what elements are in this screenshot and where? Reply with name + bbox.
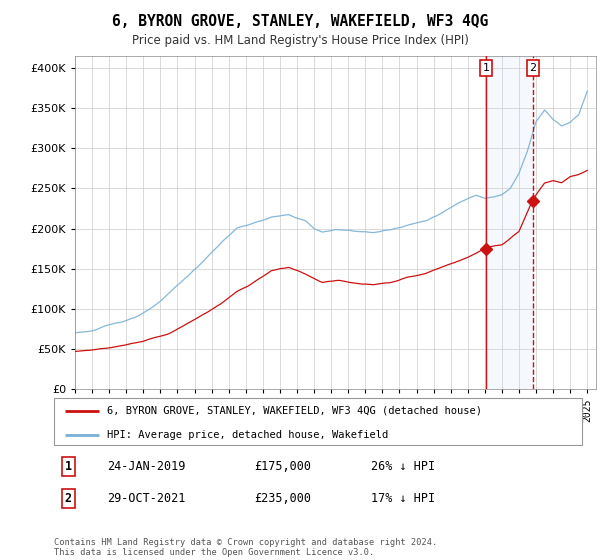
FancyBboxPatch shape <box>54 398 582 445</box>
Text: Price paid vs. HM Land Registry's House Price Index (HPI): Price paid vs. HM Land Registry's House … <box>131 34 469 46</box>
Text: 6, BYRON GROVE, STANLEY, WAKEFIELD, WF3 4QG (detached house): 6, BYRON GROVE, STANLEY, WAKEFIELD, WF3 … <box>107 406 482 416</box>
Text: £235,000: £235,000 <box>254 492 311 505</box>
Text: Contains HM Land Registry data © Crown copyright and database right 2024.
This d: Contains HM Land Registry data © Crown c… <box>54 538 437 557</box>
Text: HPI: Average price, detached house, Wakefield: HPI: Average price, detached house, Wake… <box>107 430 388 440</box>
Bar <box>486 56 533 389</box>
Text: £175,000: £175,000 <box>254 460 311 473</box>
Text: 24-JAN-2019: 24-JAN-2019 <box>107 460 185 473</box>
Text: 29-OCT-2021: 29-OCT-2021 <box>107 492 185 505</box>
Text: 1: 1 <box>65 460 71 473</box>
Text: 6, BYRON GROVE, STANLEY, WAKEFIELD, WF3 4QG: 6, BYRON GROVE, STANLEY, WAKEFIELD, WF3 … <box>112 14 488 29</box>
Text: 26% ↓ HPI: 26% ↓ HPI <box>371 460 435 473</box>
Text: 2: 2 <box>65 492 71 505</box>
Text: 1: 1 <box>482 63 490 73</box>
Text: 17% ↓ HPI: 17% ↓ HPI <box>371 492 435 505</box>
Text: 2: 2 <box>530 63 536 73</box>
